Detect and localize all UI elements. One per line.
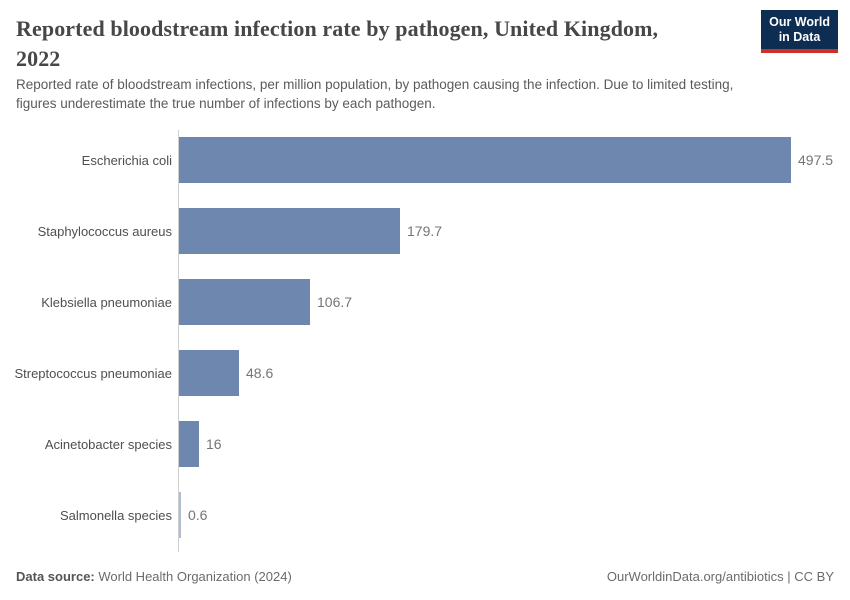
category-label: Staphylococcus aureus (37, 223, 172, 239)
bar-rows: Escherichia coli 497.5 Staphylococcus aure… (14, 137, 850, 538)
bar-area: 48.6 (179, 350, 273, 396)
bar[interactable] (179, 350, 239, 396)
data-source-label: Data source: (16, 569, 95, 584)
value-label: 106.7 (317, 294, 353, 310)
data-source: Data source: World Health Organization (… (16, 569, 292, 584)
bar-area: 106.7 (179, 279, 352, 325)
value-label: 497.5 (798, 152, 834, 168)
bar-row: Salmonella species 0.6 (16, 492, 850, 538)
value-label: 0.6 (188, 507, 208, 523)
bar-row: Klebsiella pneumoniae 106.7 (16, 279, 850, 325)
credit-link[interactable]: OurWorldinData.org/antibiotics | CC BY (606, 569, 834, 584)
category-label: Acinetobacter species (44, 436, 172, 452)
value-label: 16 (206, 436, 222, 452)
bar-row: Escherichia coli 497.5 (16, 137, 850, 183)
chart-header: Reported bloodstream infection rate by p… (16, 14, 750, 74)
bar[interactable] (179, 421, 199, 467)
bar-area: 0.6 (179, 492, 207, 538)
page-title: Reported bloodstream infection rate by p… (16, 14, 750, 74)
chart-subtitle-line-1: Reported rate of bloodstream infections,… (16, 77, 734, 92)
category-label: Klebsiella pneumoniae (41, 294, 172, 310)
page-title-line-1: Reported bloodstream infection rate by p… (16, 16, 659, 41)
bar[interactable] (179, 492, 181, 538)
category-label: Streptococcus pneumoniae (14, 365, 172, 381)
data-source-text: World Health Organization (2024) (94, 569, 292, 584)
owid-logo: Our World in Data (761, 10, 838, 53)
bar-area: 497.5 (179, 137, 833, 183)
bar-area: 179.7 (179, 208, 442, 254)
chart-footer: Data source: World Health Organization (… (16, 569, 834, 584)
bar-row: Staphylococcus aureus 179.7 (16, 208, 850, 254)
bar[interactable] (179, 279, 310, 325)
category-label: Escherichia coli (81, 152, 172, 168)
bar[interactable] (179, 137, 791, 183)
owid-logo-line-1: Our World (769, 15, 830, 29)
bar-area: 16 (179, 421, 222, 467)
chart-subtitle: Reported rate of bloodstream infections,… (16, 75, 733, 113)
value-label: 179.7 (407, 223, 443, 239)
page-title-line-2: 2022 (16, 46, 61, 71)
y-axis-line (178, 130, 179, 552)
owid-logo-line-2: in Data (778, 30, 821, 44)
bar-row: Acinetobacter species 16 (16, 421, 850, 467)
category-label: Salmonella species (59, 507, 172, 523)
chart-subtitle-line-2: figures underestimate the true number of… (16, 96, 436, 111)
bar[interactable] (179, 208, 400, 254)
bar-row: Streptococcus pneumoniae 48.6 (14, 350, 850, 396)
value-label: 48.6 (246, 365, 274, 381)
bar-chart: Escherichia coli 497.5 Staphylococcus aure… (14, 130, 850, 552)
